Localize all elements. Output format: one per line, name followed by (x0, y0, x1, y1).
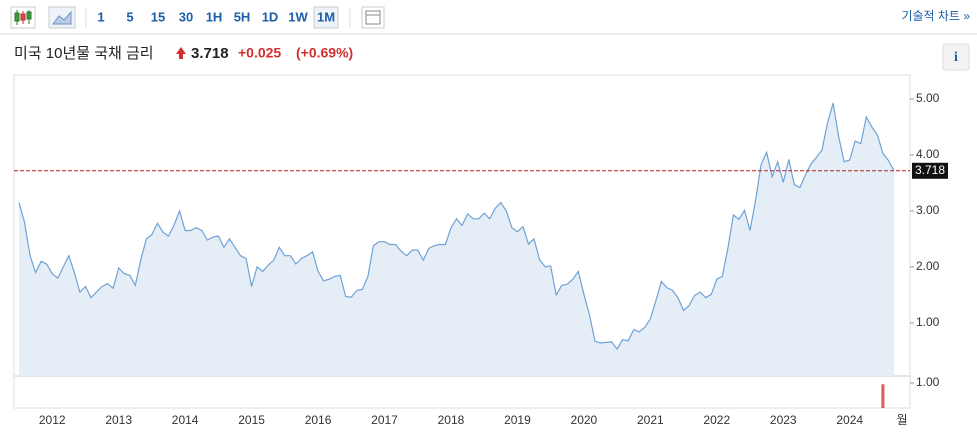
area-icon (52, 10, 72, 25)
table-icon (365, 10, 381, 25)
period-button[interactable]: 15 (151, 9, 165, 24)
x-tick-label: 2020 (571, 413, 598, 427)
instrument-title: 미국 10년물 국채 금리 (14, 45, 154, 62)
info-button[interactable] (942, 43, 970, 71)
y-tick-label: 2.00 (916, 259, 940, 273)
plot-frame (13, 74, 911, 409)
x-tick-label: 2022 (703, 413, 730, 427)
x-tick-label: 2016 (305, 413, 332, 427)
change-percent: (+0.69%) (296, 45, 353, 61)
period-button[interactable]: 30 (179, 9, 193, 24)
period-button[interactable]: 5H (234, 9, 251, 24)
x-tick-label: 2014 (172, 413, 199, 427)
toolbar: 1 5 15 30 1H 5H 1D 1W 1M 기술적 차트 » (10, 6, 970, 29)
period-button[interactable]: 5 (126, 9, 133, 24)
x-tick-label: 2023 (770, 413, 797, 427)
y-tick-label: 1.00 (916, 315, 940, 329)
period-button[interactable]: 1W (288, 9, 308, 24)
x-tick-label: 2017 (371, 413, 398, 427)
y-tick-label: 5.00 (916, 91, 940, 105)
info-icon: i (954, 50, 958, 65)
up-arrow (176, 47, 186, 59)
period-button[interactable]: 1D (262, 9, 279, 24)
last-value-badge (912, 162, 948, 179)
line (18, 102, 895, 351)
table-button[interactable] (361, 6, 385, 29)
x-tick-label: 2013 (105, 413, 132, 427)
period-button[interactable]: 1H (206, 9, 223, 24)
x-tick-label: 2024 (836, 413, 863, 427)
x-tick-label: 2018 (438, 413, 465, 427)
y-tick-label: 3.00 (916, 203, 940, 217)
area-fill (19, 103, 894, 376)
x-tick-label: 2021 (637, 413, 664, 427)
volume-tick-label: 1.00 (916, 375, 940, 389)
technical-chart-link[interactable]: 기술적 차트 » (901, 9, 970, 23)
x-tick-label: 2019 (504, 413, 531, 427)
period-button[interactable]: 1M (317, 9, 335, 24)
x-unit-label: 월 (896, 413, 907, 427)
change: +0.025 (238, 45, 281, 61)
y-tick-label: 4.00 (916, 147, 940, 161)
x-tick-label: 2012 (39, 413, 66, 427)
period-button[interactable]: 1 (97, 9, 104, 24)
last-value-label: 3.718 (915, 163, 945, 177)
period-selected-box (313, 6, 339, 29)
price: 3.718 (191, 45, 229, 62)
candle-icon (14, 10, 32, 25)
volume-bar (881, 384, 885, 408)
x-tick-label: 2015 (238, 413, 265, 427)
